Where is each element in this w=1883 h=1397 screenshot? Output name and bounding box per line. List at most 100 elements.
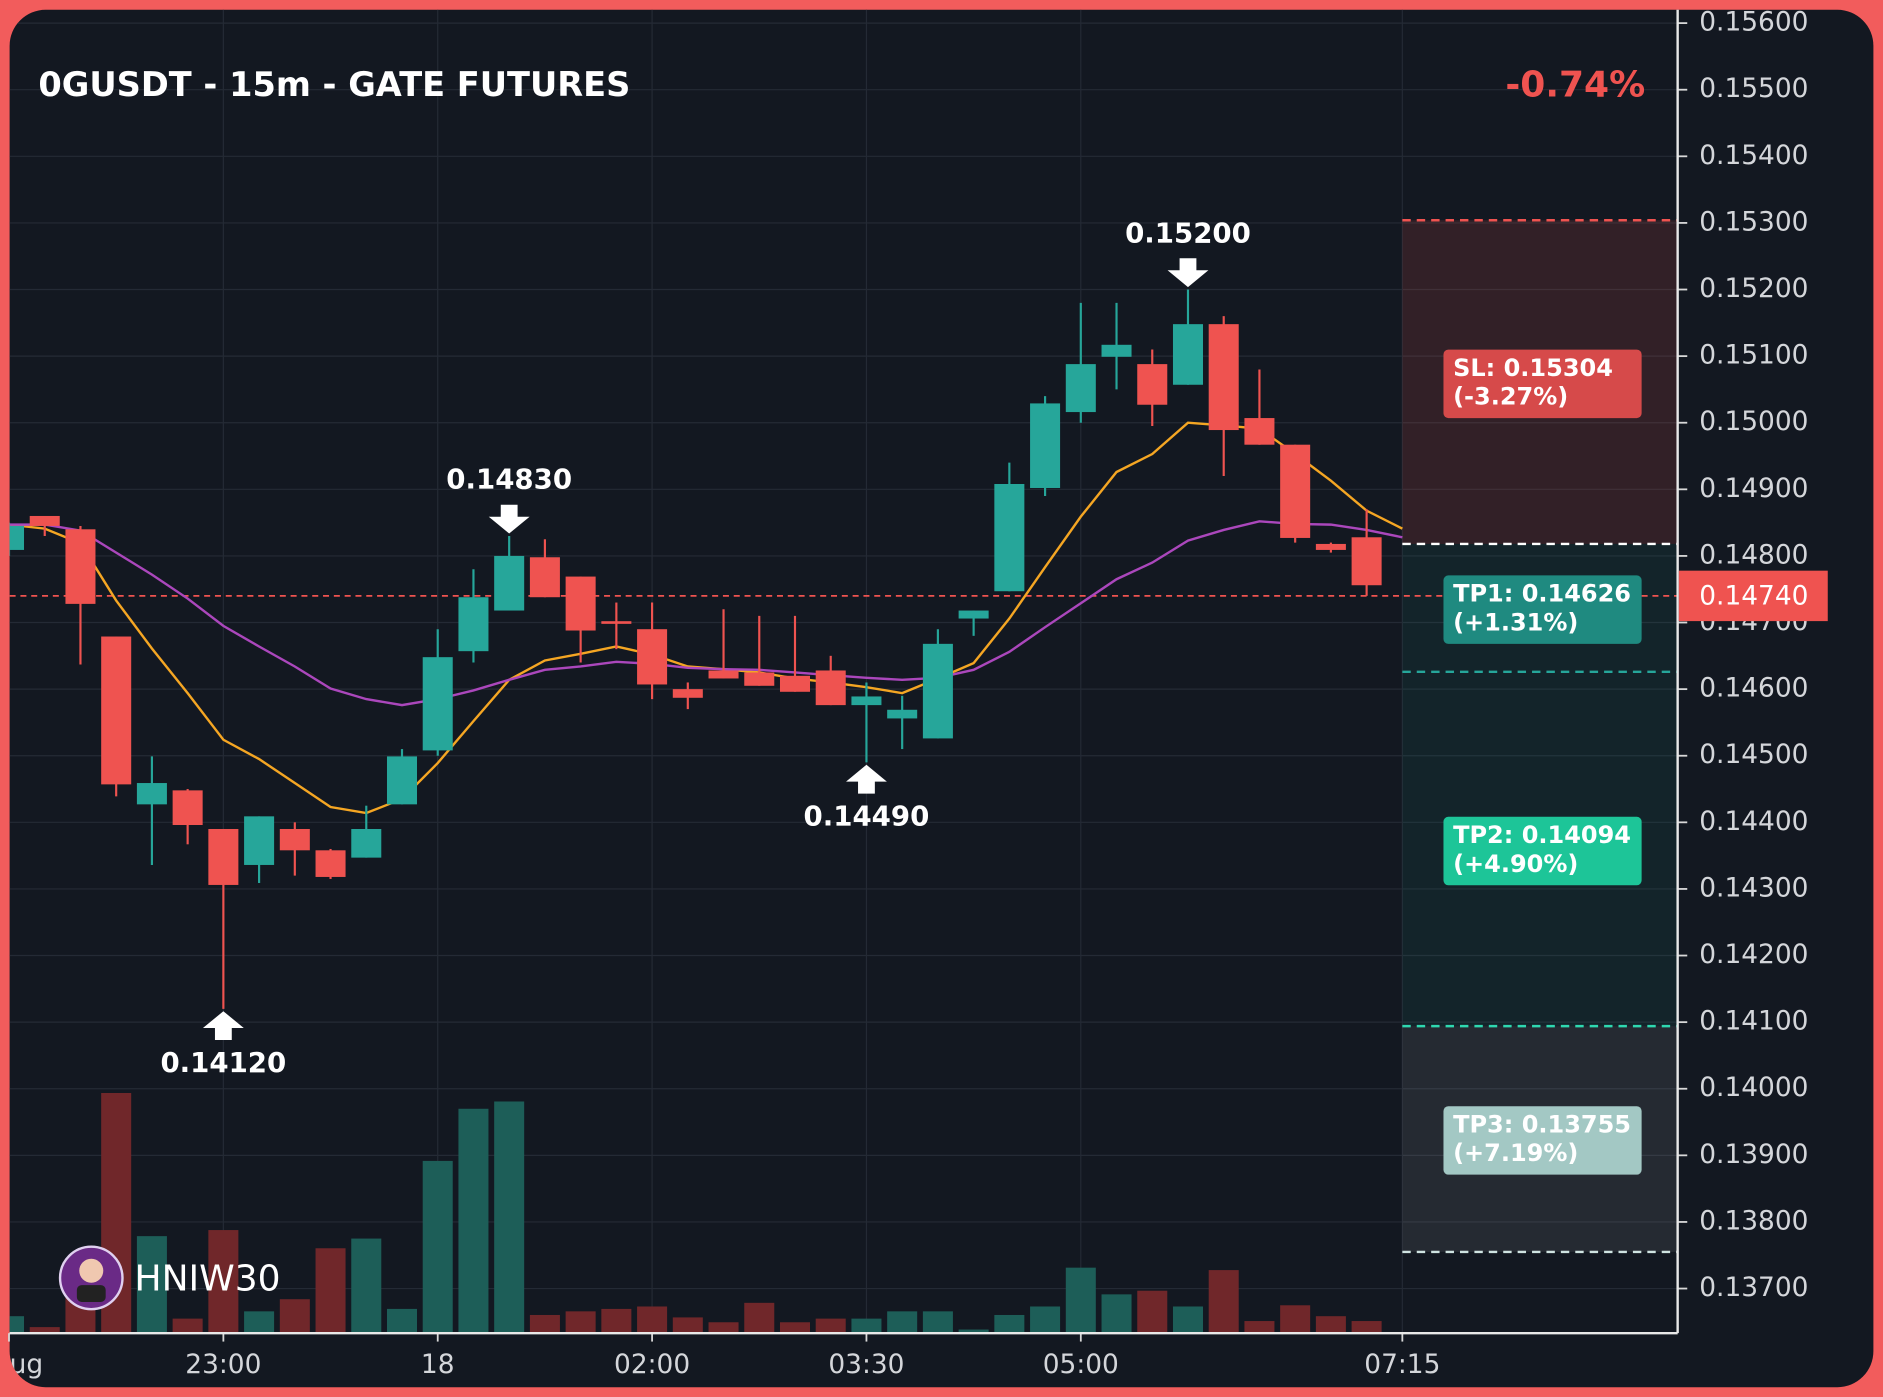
level-box bbox=[1443, 349, 1642, 419]
volume-bar bbox=[1137, 1290, 1168, 1334]
volume-bar bbox=[708, 1322, 739, 1334]
volume-bar bbox=[1030, 1306, 1061, 1334]
candle-body bbox=[708, 670, 739, 679]
annotation-arrow bbox=[846, 764, 887, 794]
candle-body bbox=[1065, 364, 1096, 413]
level-box bbox=[1443, 575, 1642, 644]
volume-bar bbox=[922, 1311, 953, 1334]
ma-line bbox=[9, 520, 1403, 707]
annotation-label: 0.14120 bbox=[160, 1046, 286, 1079]
volume-bar bbox=[672, 1317, 703, 1334]
price-tag-label: 0.14740 bbox=[1699, 581, 1808, 612]
volume-bar bbox=[1351, 1321, 1382, 1334]
volume-bar bbox=[529, 1314, 560, 1334]
volume-bar bbox=[136, 1236, 167, 1334]
watermark-text: HNIW30 bbox=[135, 1258, 281, 1299]
volume-bar bbox=[172, 1318, 203, 1334]
y-tick-label: 0.15400 bbox=[1699, 140, 1808, 171]
candle-body bbox=[1244, 418, 1275, 445]
candle-body bbox=[101, 636, 132, 785]
annotation-label: 0.14490 bbox=[804, 800, 930, 833]
candle-body bbox=[1280, 444, 1311, 538]
candle-body bbox=[136, 783, 167, 805]
avatar-face bbox=[79, 1258, 104, 1283]
volume-bar bbox=[744, 1302, 775, 1334]
volume-bar bbox=[208, 1230, 239, 1334]
candle-body bbox=[1315, 543, 1346, 550]
candle-body bbox=[922, 643, 953, 739]
candle-body bbox=[851, 696, 882, 706]
x-tick-label: 07:15 bbox=[1364, 1349, 1440, 1380]
y-tick-label: 0.15100 bbox=[1699, 340, 1808, 371]
level-pct: (+4.90%) bbox=[1453, 850, 1578, 878]
volume-bar bbox=[994, 1314, 1025, 1334]
candle-body bbox=[29, 515, 60, 526]
volume-bar bbox=[1315, 1316, 1346, 1334]
candle-body bbox=[386, 756, 418, 805]
annotation-arrow bbox=[1167, 258, 1209, 288]
y-tick-label: 0.13900 bbox=[1699, 1139, 1808, 1170]
candle-body bbox=[172, 790, 203, 825]
x-tick-label: 23:00 bbox=[185, 1349, 261, 1380]
level-label: TP2: 0.14094 bbox=[1453, 821, 1631, 849]
volume-bar bbox=[1172, 1306, 1203, 1334]
candle-body bbox=[1101, 344, 1132, 357]
candle-body bbox=[779, 675, 811, 692]
volume-bar bbox=[9, 1316, 25, 1334]
level-label: TP3: 0.13755 bbox=[1453, 1110, 1631, 1138]
annotation-label: 0.14830 bbox=[446, 463, 572, 496]
x-tick-label: 02:00 bbox=[614, 1349, 690, 1380]
y-tick-label: 0.14400 bbox=[1699, 806, 1808, 837]
y-tick-label: 0.13700 bbox=[1699, 1272, 1808, 1303]
candle-body bbox=[9, 525, 25, 550]
candle-body bbox=[637, 629, 668, 685]
level-box bbox=[1443, 816, 1642, 886]
candle-body bbox=[494, 555, 525, 611]
y-tick-label: 0.14600 bbox=[1699, 673, 1808, 704]
volume-bar bbox=[1065, 1267, 1096, 1334]
level-label: TP1: 0.14626 bbox=[1453, 580, 1631, 608]
volume-bar bbox=[851, 1318, 882, 1334]
candle-body bbox=[994, 483, 1025, 592]
volume-bar bbox=[1244, 1321, 1275, 1334]
candle-body bbox=[208, 828, 239, 885]
chart-title: 0GUSDT - 15m - GATE FUTURES bbox=[38, 65, 630, 104]
candle-body bbox=[315, 850, 346, 877]
x-tick-label: 03:30 bbox=[828, 1349, 904, 1380]
y-tick-label: 0.15200 bbox=[1699, 273, 1808, 304]
candle-body bbox=[887, 709, 918, 719]
y-tick-label: 0.13800 bbox=[1699, 1205, 1808, 1236]
candle-body bbox=[1351, 537, 1382, 586]
candle-body bbox=[565, 576, 596, 631]
x-tick-label: 05:00 bbox=[1043, 1349, 1119, 1380]
candle-body bbox=[279, 828, 310, 851]
change: -0.74% bbox=[1505, 65, 1645, 106]
volume-bar bbox=[815, 1318, 846, 1334]
y-tick-label: 0.15000 bbox=[1699, 406, 1808, 437]
price-tag bbox=[1678, 570, 1828, 622]
avatar-body bbox=[76, 1285, 106, 1302]
volume-bar bbox=[887, 1311, 918, 1334]
y-tick-label: 0.14900 bbox=[1699, 473, 1808, 504]
volume-bar bbox=[1208, 1270, 1239, 1334]
candle-body bbox=[601, 621, 632, 624]
annotation-arrow bbox=[202, 1011, 244, 1041]
volume-bar bbox=[29, 1327, 60, 1334]
volume-bar bbox=[244, 1311, 275, 1334]
y-tick-label: 0.14500 bbox=[1699, 739, 1808, 770]
candle-body bbox=[672, 689, 703, 698]
candle-body bbox=[351, 828, 382, 858]
level-box bbox=[1443, 1106, 1642, 1175]
volume-bar bbox=[958, 1329, 989, 1334]
candle-body bbox=[529, 557, 560, 598]
volume-bar bbox=[279, 1299, 310, 1334]
level-pct: (-3.27%) bbox=[1453, 383, 1568, 411]
level-label: SL: 0.15304 bbox=[1453, 354, 1613, 382]
y-tick-label: 0.14800 bbox=[1699, 539, 1808, 570]
y-tick-label: 0.15600 bbox=[1699, 7, 1808, 38]
volume-bar bbox=[1280, 1305, 1311, 1334]
candle-body bbox=[744, 672, 775, 686]
y-tick-label: 0.15300 bbox=[1699, 206, 1808, 237]
